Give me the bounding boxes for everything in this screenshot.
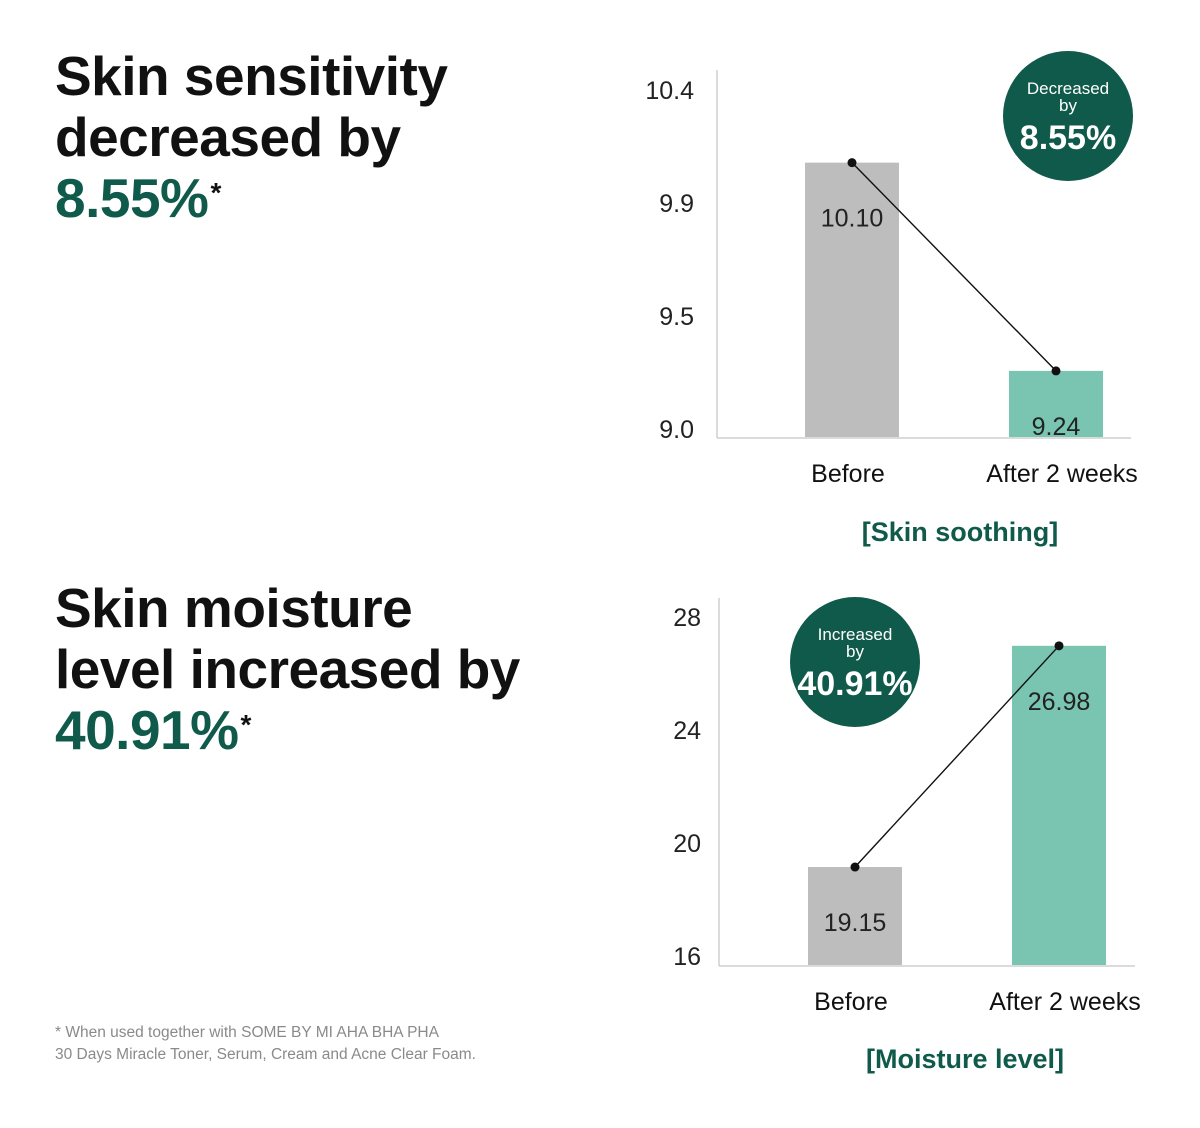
data-label: 19.15: [824, 909, 887, 937]
footnote-mark: *: [240, 709, 252, 740]
footnote-mark: *: [210, 177, 221, 208]
connector-line: [854, 645, 1060, 868]
y-tick-label: 10.4: [645, 77, 694, 105]
x-category-label: Before: [811, 460, 885, 488]
x-category-label: After 2 weeks: [986, 460, 1137, 488]
headline-skin-sensitivity: Skin sensitivity decreased by 8.55%*: [55, 45, 448, 229]
x-category-label: Before: [814, 988, 888, 1016]
data-point: [1054, 641, 1064, 651]
connector-line: [851, 162, 1057, 372]
bar-before: [808, 867, 902, 965]
headline-line-1: Skin sensitivity: [55, 45, 448, 107]
badge-value: 40.91%: [797, 665, 912, 703]
badge-circle: [790, 597, 920, 727]
badge-label: by: [846, 642, 864, 661]
y-tick-label: 9.9: [659, 190, 694, 218]
y-tick-label: 24: [673, 717, 701, 745]
y-tick-label: 9.5: [659, 303, 694, 331]
bar-before: [805, 162, 899, 437]
x-category-label: After 2 weeks: [989, 988, 1140, 1016]
headline-value: 40.91%: [55, 699, 239, 761]
badge-label: Increased: [818, 625, 893, 644]
chart-2: 28 24 20 16 19.15 26.98 Before After 2 weeks [Mo…: [673, 597, 1141, 1074]
headline-line-2: decreased by: [55, 106, 401, 168]
data-point: [850, 862, 860, 872]
footnote: * When used together with SOME BY MI AHA…: [55, 1022, 476, 1066]
y-tick-label: 9.0: [659, 416, 694, 444]
badge-value: 8.55%: [1020, 119, 1116, 157]
bar-after-2-weeks: [1009, 370, 1103, 437]
headline-line-1: Skin moisture: [55, 577, 413, 639]
footnote-line-2: 30 Days Miracle Toner, Serum, Cream and …: [55, 1046, 476, 1063]
headline-line-2: level increased by: [55, 638, 520, 700]
data-point: [1051, 366, 1061, 376]
y-tick-label: 28: [673, 604, 701, 632]
badge-label: Decreased: [1027, 79, 1109, 98]
badge-circle: [1003, 51, 1133, 181]
chart-title: [Skin soothing]: [862, 517, 1058, 547]
y-tick-label: 16: [673, 943, 701, 971]
chart-1: 10.4 9.9 9.5 9.0 10.10 9.24 Before After 2 week…: [645, 51, 1138, 547]
badge-label: by: [1059, 96, 1077, 115]
headline-skin-moisture: Skin moisture level increased by 40.91%*: [55, 578, 520, 761]
chart-title: [Moisture level]: [866, 1044, 1064, 1074]
headline-value: 8.55%: [55, 167, 209, 229]
footnote-line-1: * When used together with SOME BY MI AHA…: [55, 1024, 439, 1041]
data-label: 26.98: [1028, 688, 1091, 716]
bar-after-2-weeks: [1012, 645, 1106, 965]
data-point: [847, 158, 857, 168]
data-label: 9.24: [1032, 413, 1081, 441]
data-label: 10.10: [821, 205, 884, 233]
y-tick-label: 20: [673, 830, 701, 858]
